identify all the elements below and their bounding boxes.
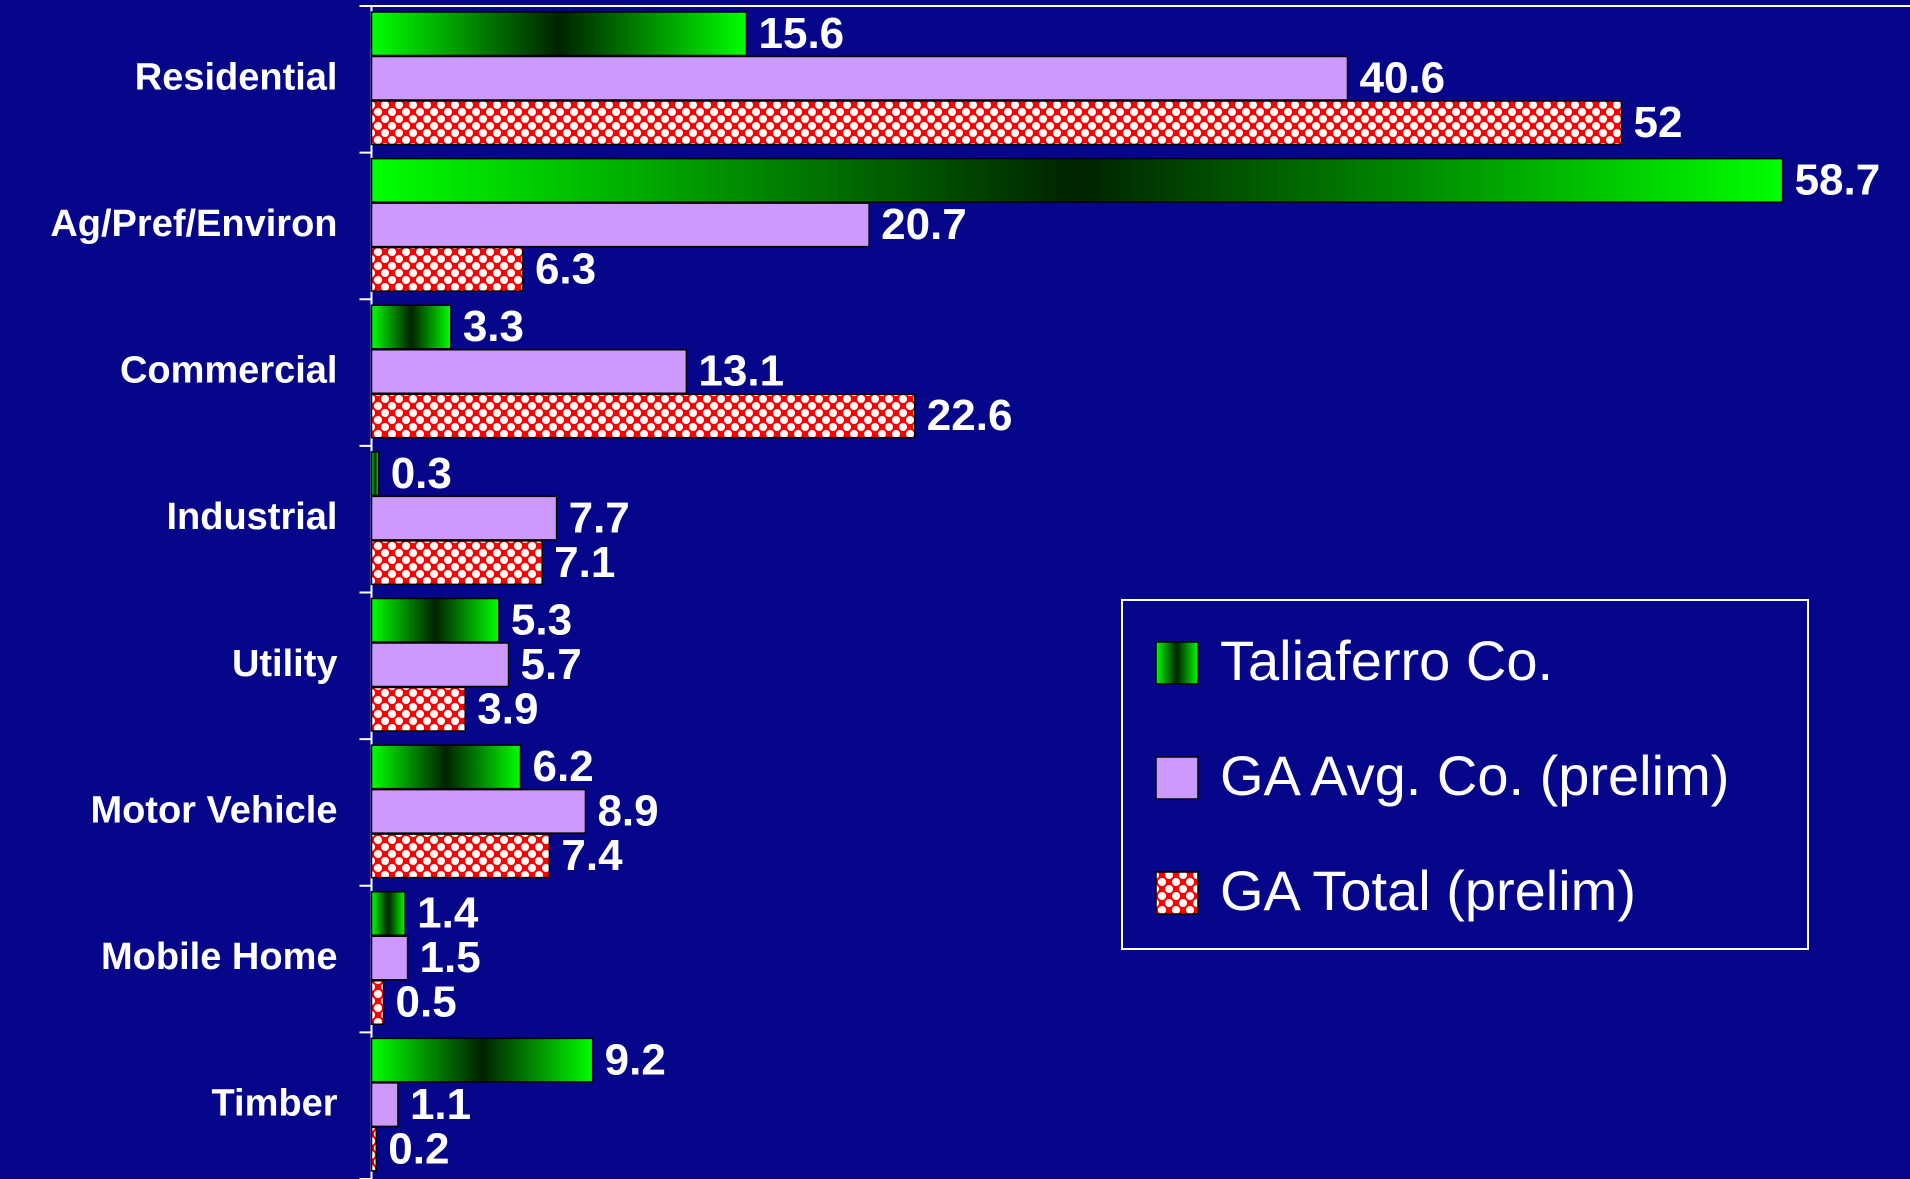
bar xyxy=(370,1126,378,1172)
bar xyxy=(370,451,380,497)
bar xyxy=(370,540,543,586)
category-label: Timber xyxy=(211,1083,337,1125)
data-label: 7.4 xyxy=(561,831,623,880)
legend-swatch xyxy=(1155,871,1199,915)
bar xyxy=(370,393,916,439)
data-label: 15.6 xyxy=(759,9,845,58)
data-label: 52 xyxy=(1634,98,1683,147)
legend-label: Taliaferro Co. xyxy=(1220,629,1553,692)
category-label: Industrial xyxy=(166,496,337,538)
bar xyxy=(370,11,748,57)
bar xyxy=(370,744,522,790)
data-label: 3.3 xyxy=(463,302,524,351)
category-label: Utility xyxy=(232,643,338,685)
bar xyxy=(370,304,452,350)
data-label: 1.4 xyxy=(417,889,479,938)
bar xyxy=(370,202,870,248)
data-label: 5.7 xyxy=(521,640,582,689)
bar xyxy=(370,788,587,834)
bar xyxy=(370,1082,399,1128)
legend-label: GA Avg. Co. (prelim) xyxy=(1220,744,1729,807)
data-label: 5.3 xyxy=(511,595,572,644)
data-label: 1.1 xyxy=(410,1080,471,1129)
legend-label: GA Total (prelim) xyxy=(1220,859,1636,922)
bar xyxy=(370,833,551,879)
bar xyxy=(370,157,1784,203)
bar xyxy=(370,349,688,394)
data-label: 0.3 xyxy=(391,449,452,498)
bar xyxy=(370,1037,594,1083)
data-label: 9.2 xyxy=(605,1035,666,1084)
data-label: 0.2 xyxy=(388,1124,449,1173)
bar xyxy=(370,686,467,732)
data-label: 58.7 xyxy=(1795,156,1881,205)
bar xyxy=(370,100,1623,146)
data-label: 3.9 xyxy=(477,684,538,733)
bar xyxy=(370,642,510,688)
data-label: 8.9 xyxy=(597,787,658,836)
data-label: 13.1 xyxy=(698,347,784,396)
data-label: 20.7 xyxy=(881,200,967,249)
data-label: 1.5 xyxy=(420,933,481,982)
data-label: 7.1 xyxy=(554,538,615,587)
data-label: 6.3 xyxy=(535,245,596,294)
data-label: 7.7 xyxy=(569,493,630,542)
bar xyxy=(370,495,558,541)
bar xyxy=(370,597,500,643)
category-label: Mobile Home xyxy=(101,936,337,978)
legend-swatch xyxy=(1155,641,1199,685)
bar xyxy=(370,246,524,292)
bar xyxy=(370,891,406,936)
data-label: 40.6 xyxy=(1359,53,1445,102)
category-label: Motor Vehicle xyxy=(90,789,337,831)
bar xyxy=(370,55,1349,101)
category-label: Residential xyxy=(135,56,338,98)
legend-box xyxy=(1121,599,1809,950)
bar xyxy=(370,980,385,1025)
category-label: Commercial xyxy=(120,350,338,392)
legend-swatch xyxy=(1155,756,1199,800)
data-label: 0.5 xyxy=(396,978,457,1027)
data-label: 22.6 xyxy=(927,391,1013,440)
category-label: Ag/Pref/Environ xyxy=(50,203,337,245)
bar xyxy=(370,935,409,981)
data-label: 6.2 xyxy=(533,742,594,791)
